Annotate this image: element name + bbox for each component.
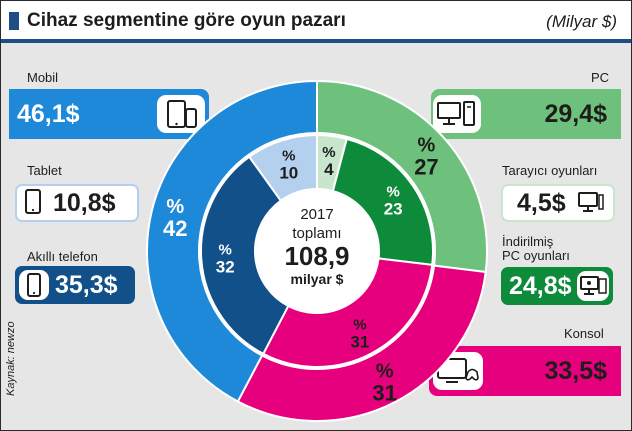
downloaded-label-line1: İndirilmiş (502, 234, 554, 249)
percent-label-outer-mobile: 42 (163, 216, 187, 241)
slice-inner-console-inner (261, 257, 434, 368)
tablet-value: 10,8$ (53, 189, 116, 217)
title-accent (9, 12, 19, 30)
percent-label-inner-smartphone: 32 (216, 257, 235, 276)
smartphone-value: 35,3$ (55, 271, 118, 299)
slice-inner-tablet (247, 133, 318, 203)
smartphone-label: Akıllı telefon (27, 249, 98, 264)
browser-value: 4,5$ (517, 189, 566, 217)
downloaded-label-line2: PC oyunları (502, 248, 570, 263)
percent-label-inner-tablet: 10 (279, 163, 298, 182)
desktop-pc-icon (433, 95, 481, 133)
console-label: Konsol (564, 326, 604, 341)
percent-sign-inner-console-inner: % (353, 316, 366, 333)
tablet-value-box: 10,8$ (15, 184, 139, 222)
smartphone-icon (19, 270, 49, 300)
percent-sign-inner-tablet: % (282, 147, 295, 164)
monitor-gamepad-icon (577, 271, 609, 301)
source-note: Kaynak: newzo (5, 321, 17, 396)
center-line4: milyar $ (291, 271, 344, 287)
percent-label-inner-console-inner: 31 (350, 332, 369, 351)
percent-label-inner-browser: 4 (324, 160, 334, 179)
percent-sign-inner-browser: % (322, 144, 335, 161)
console-value: 33,5$ (544, 357, 607, 385)
percent-sign-outer-mobile: % (166, 196, 184, 218)
header-rule (1, 39, 631, 43)
browser-label: Tarayıcı oyunları (502, 163, 598, 178)
center-total: 108,9 (284, 241, 349, 271)
slice-outer-mobile (146, 79, 318, 403)
slice-inner-pc-downloaded (331, 137, 434, 266)
percent-sign-inner-pc-downloaded: % (386, 183, 399, 200)
tablet-phone-icon (157, 95, 205, 133)
monitor-icon (575, 189, 605, 215)
percent-label-outer-pc: 27 (414, 154, 438, 179)
tablet-label: Tablet (27, 163, 62, 178)
slice-inner-smartphone (200, 155, 290, 356)
mobile-value: 46,1$ (17, 100, 80, 128)
mobile-label: Mobil (27, 70, 59, 85)
slice-outer-console (236, 264, 487, 422)
unit-label: (Milyar $) (546, 12, 617, 31)
header: Cihaz segmentine göre oyun pazarı (Milya… (1, 1, 631, 39)
percent-sign-inner-smartphone: % (219, 241, 232, 258)
percent-label-inner-pc-downloaded: 23 (384, 199, 403, 218)
percent-label-outer-console: 31 (372, 380, 396, 405)
pc-label: PC (591, 70, 610, 85)
downloaded-value: 24,8$ (509, 272, 572, 300)
tablet-icon (19, 187, 47, 217)
center-line1: 2017 (300, 206, 333, 223)
donut-center (256, 190, 378, 312)
pc-value: 29,4$ (544, 100, 607, 128)
center-line2: toplamı (292, 225, 341, 242)
percent-sign-outer-pc: % (418, 134, 436, 156)
percent-sign-outer-console: % (376, 360, 394, 382)
chart-title: Cihaz segmentine göre oyun pazarı (27, 10, 346, 31)
